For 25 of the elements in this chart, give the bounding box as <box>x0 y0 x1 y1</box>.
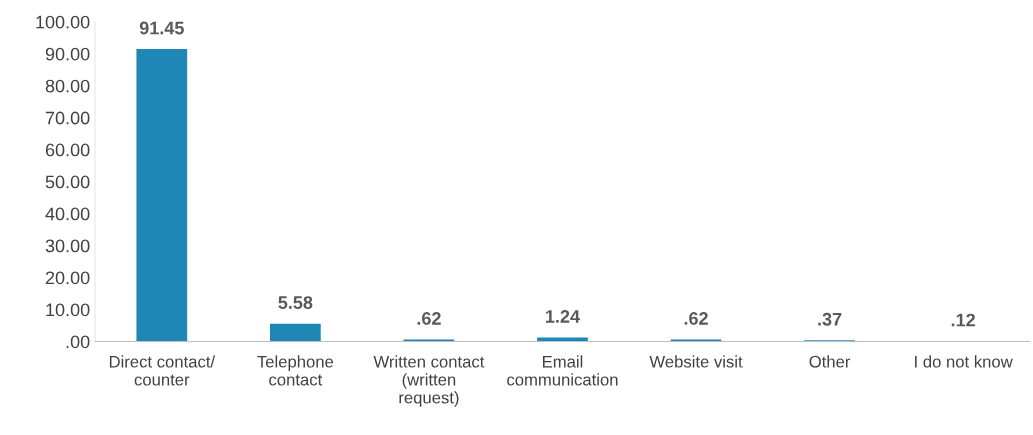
data-label: .62 <box>684 312 708 325</box>
y-tick-label: 40.00 <box>45 207 90 221</box>
x-tick-label: Direct contact/ counter <box>109 355 216 386</box>
data-label: .62 <box>417 312 441 325</box>
y-tick-label: 10.00 <box>46 303 90 317</box>
data-label: .37 <box>818 312 842 326</box>
y-tick-label: 30.00 <box>45 239 90 253</box>
y-tick-label: .00 <box>66 335 90 349</box>
y-tick-label: 100.00 <box>36 15 90 29</box>
x-tick-label: I do not know <box>915 355 1013 368</box>
y-tick-label: 80.00 <box>45 79 90 93</box>
y-tick-label: 70.00 <box>45 111 90 125</box>
y-tick-label: 50.00 <box>45 175 90 189</box>
y-tick-label: 20.00 <box>45 271 90 285</box>
data-label: 91.45 <box>139 21 184 35</box>
x-tick-label: Website visit <box>649 355 743 368</box>
x-tick-label: Other <box>809 355 851 368</box>
y-tick-label: 90.00 <box>45 47 90 61</box>
data-label: 1.24 <box>546 310 580 323</box>
y-tick-label: 60.00 <box>45 143 90 157</box>
x-tick-label: Telephone contact <box>257 355 334 386</box>
x-tick-label: Email communication <box>507 355 618 386</box>
data-label: .12 <box>951 313 975 327</box>
x-tick-label: Written contact (written request) <box>373 355 485 407</box>
data-label: 5.58 <box>278 296 313 309</box>
